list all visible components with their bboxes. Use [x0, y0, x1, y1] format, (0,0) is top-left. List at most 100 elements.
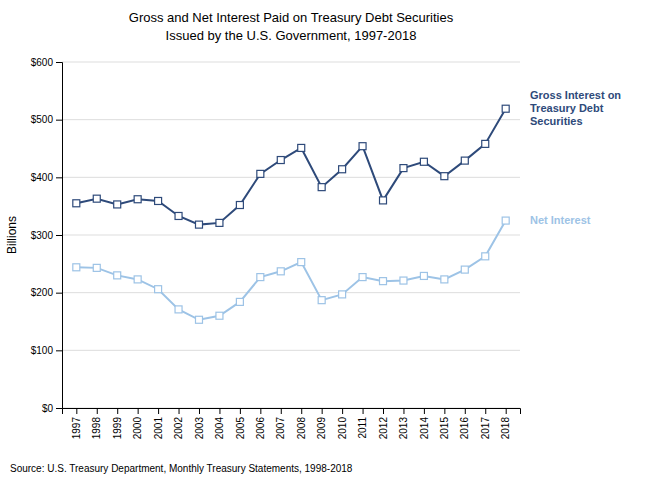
y-tick: $400	[31, 172, 62, 183]
y-axis: $0$100$200$300$400$500$600	[31, 57, 63, 414]
point	[482, 140, 489, 147]
point	[195, 221, 202, 228]
x-tick-mark	[97, 408, 98, 414]
point	[216, 312, 223, 319]
point	[420, 272, 427, 279]
point	[73, 264, 80, 271]
x-tick: 2000	[132, 408, 143, 439]
point	[155, 286, 162, 293]
y-axis-line	[56, 63, 63, 409]
x-tick: 2002	[173, 408, 184, 439]
y-tick-label: $300	[31, 230, 54, 241]
x-tick-label: 2007	[275, 417, 286, 440]
series-label: Gross Interest onTreasury DebtSecurities	[530, 89, 621, 127]
point	[380, 197, 387, 204]
y-tick-mark	[56, 235, 62, 236]
x-tick: 2003	[194, 408, 205, 439]
x-tick-mark	[485, 408, 486, 414]
point	[502, 105, 509, 112]
x-tick-label: 2006	[255, 417, 266, 440]
x-tick-label: 2017	[480, 417, 491, 440]
x-tick-mark	[465, 408, 466, 414]
x-tick: 2008	[296, 408, 307, 439]
point	[216, 219, 223, 226]
x-tick: 1997	[71, 408, 82, 439]
x-tick-mark	[301, 408, 302, 414]
x-tick-mark	[281, 408, 282, 414]
x-tick: 1998	[91, 408, 102, 439]
series-label-line: Gross Interest on	[530, 89, 621, 101]
x-tick-mark	[424, 408, 425, 414]
point	[359, 143, 366, 150]
x-tick-mark	[403, 408, 404, 414]
x-tick-mark	[322, 408, 323, 414]
point	[257, 274, 264, 281]
series-line	[76, 221, 505, 320]
point	[400, 277, 407, 284]
y-tick: $500	[31, 114, 62, 125]
grid-line	[62, 177, 520, 178]
point	[277, 157, 284, 164]
x-tick-label: 2016	[459, 417, 470, 440]
y-tick-label: $100	[31, 345, 54, 356]
source-note: Source: U.S. Treasury Department, Monthl…	[10, 463, 353, 474]
x-tick: 2016	[459, 408, 470, 439]
y-tick: $0	[42, 403, 62, 414]
series-label-line: Treasury Debt	[530, 102, 604, 114]
x-tick-mark	[199, 408, 200, 414]
x-tick-label: 2008	[296, 417, 307, 440]
x-tick: 2013	[398, 408, 409, 439]
y-axis-title: Billions	[5, 216, 19, 254]
x-tick-mark	[240, 408, 241, 414]
x-tick-mark	[444, 408, 445, 414]
x-tick: 2017	[480, 408, 491, 439]
x-tick-mark	[260, 408, 261, 414]
point	[482, 253, 489, 260]
grid-line	[62, 62, 520, 63]
x-tick-label: 2015	[439, 417, 450, 440]
grid-line	[62, 235, 520, 236]
point	[298, 259, 305, 266]
point	[114, 272, 121, 279]
x-axis: 1997199819992000200120022003200420052006…	[63, 408, 521, 439]
point	[93, 264, 100, 271]
point	[420, 158, 427, 165]
series-label-line: Net Interest	[530, 213, 591, 225]
point	[73, 200, 80, 207]
series-line	[76, 109, 505, 225]
subtitle: Issued by the U.S. Government, 1997-2018	[166, 28, 417, 43]
x-tick-label: 2018	[500, 417, 511, 440]
point	[134, 196, 141, 203]
x-tick: 2010	[337, 408, 348, 439]
grid-line	[62, 119, 520, 120]
point	[441, 173, 448, 180]
y-tick: $300	[31, 230, 62, 241]
point	[461, 157, 468, 164]
point	[441, 276, 448, 283]
title: Gross and Net Interest Paid on Treasury …	[129, 10, 454, 25]
x-tick-label: 1998	[91, 417, 102, 440]
plot-area: 1997199819992000200120022003200420052006…	[5, 57, 621, 440]
x-tick: 2018	[500, 408, 511, 439]
point	[318, 297, 325, 304]
point	[134, 276, 141, 283]
point	[155, 197, 162, 204]
x-tick-mark	[117, 408, 118, 414]
point	[175, 212, 182, 219]
series-labels: Gross Interest onTreasury DebtSecurities…	[530, 89, 621, 226]
x-tick: 2015	[439, 408, 450, 439]
x-tick-label: 2014	[419, 417, 430, 440]
x-tick: 2011	[357, 408, 368, 439]
point	[502, 217, 509, 224]
x-tick-mark	[342, 408, 343, 414]
point	[339, 166, 346, 173]
x-axis-line	[63, 409, 521, 415]
point	[277, 268, 284, 275]
point	[175, 306, 182, 313]
x-tick-label: 2003	[194, 417, 205, 440]
y-tick: $600	[31, 57, 62, 68]
y-tick-label: $500	[31, 114, 54, 125]
point	[195, 316, 202, 323]
point	[93, 195, 100, 202]
point	[380, 278, 387, 285]
